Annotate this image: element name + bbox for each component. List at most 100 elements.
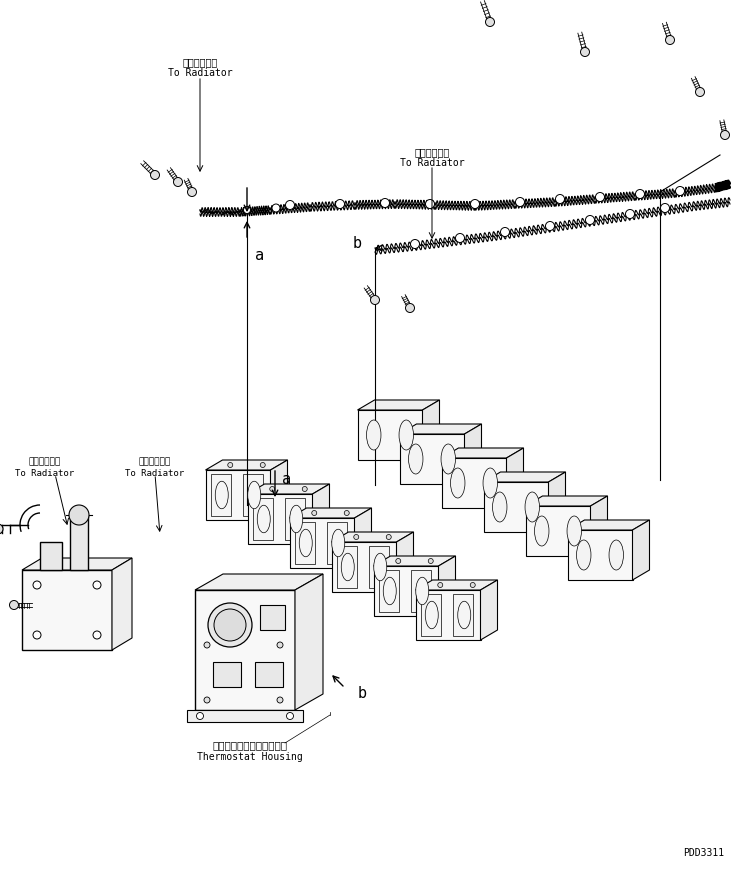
Polygon shape bbox=[290, 508, 371, 518]
Circle shape bbox=[372, 297, 378, 303]
Text: Thermostat Housing: Thermostat Housing bbox=[197, 752, 303, 762]
Polygon shape bbox=[484, 482, 548, 532]
Bar bbox=[337, 546, 356, 588]
Ellipse shape bbox=[416, 577, 429, 605]
Polygon shape bbox=[248, 494, 313, 544]
Bar bbox=[421, 594, 440, 636]
Bar bbox=[70, 515, 88, 570]
Bar bbox=[187, 710, 303, 722]
Ellipse shape bbox=[215, 482, 228, 509]
Circle shape bbox=[596, 192, 604, 202]
Circle shape bbox=[312, 510, 316, 516]
Polygon shape bbox=[400, 424, 482, 434]
Circle shape bbox=[438, 582, 442, 587]
Text: c: c bbox=[336, 540, 340, 546]
Circle shape bbox=[721, 130, 730, 140]
Text: b: b bbox=[352, 237, 362, 252]
Circle shape bbox=[396, 558, 400, 564]
Circle shape bbox=[626, 210, 634, 218]
Polygon shape bbox=[439, 556, 455, 616]
Circle shape bbox=[151, 170, 160, 179]
Polygon shape bbox=[195, 574, 323, 590]
Circle shape bbox=[228, 462, 232, 468]
Ellipse shape bbox=[399, 420, 413, 450]
Polygon shape bbox=[358, 410, 422, 460]
Circle shape bbox=[722, 132, 728, 138]
Polygon shape bbox=[464, 424, 482, 484]
Circle shape bbox=[370, 295, 380, 304]
Text: a: a bbox=[255, 247, 264, 262]
Polygon shape bbox=[442, 458, 506, 508]
Bar bbox=[255, 662, 283, 687]
Text: ラジェータへ: ラジェータへ bbox=[182, 57, 218, 67]
Circle shape bbox=[582, 49, 588, 55]
Bar bbox=[253, 498, 272, 540]
Circle shape bbox=[470, 582, 476, 587]
Polygon shape bbox=[397, 532, 413, 592]
Text: c: c bbox=[294, 516, 298, 522]
Polygon shape bbox=[374, 556, 455, 566]
Text: サーモスタットハウジング: サーモスタットハウジング bbox=[212, 740, 287, 750]
Polygon shape bbox=[271, 460, 287, 520]
Polygon shape bbox=[290, 518, 355, 568]
Ellipse shape bbox=[535, 516, 549, 546]
Circle shape bbox=[196, 712, 203, 719]
Text: c: c bbox=[252, 492, 257, 498]
Ellipse shape bbox=[374, 553, 387, 580]
Text: PDD3311: PDD3311 bbox=[683, 848, 724, 858]
Bar bbox=[412, 570, 431, 612]
Polygon shape bbox=[568, 520, 650, 530]
Ellipse shape bbox=[577, 540, 591, 570]
Circle shape bbox=[485, 17, 494, 26]
Bar bbox=[286, 498, 305, 540]
Circle shape bbox=[188, 188, 196, 197]
Polygon shape bbox=[355, 508, 371, 568]
Text: To Radiator: To Radiator bbox=[125, 468, 184, 477]
Bar bbox=[40, 542, 62, 570]
Circle shape bbox=[277, 697, 283, 703]
Circle shape bbox=[33, 631, 41, 639]
Ellipse shape bbox=[341, 553, 354, 580]
Circle shape bbox=[545, 221, 554, 231]
Circle shape bbox=[354, 535, 358, 539]
Bar bbox=[295, 522, 314, 564]
Ellipse shape bbox=[458, 601, 471, 628]
Circle shape bbox=[428, 558, 433, 564]
Text: c: c bbox=[614, 552, 618, 558]
Circle shape bbox=[455, 233, 464, 242]
Ellipse shape bbox=[493, 492, 507, 522]
Circle shape bbox=[272, 204, 280, 212]
Text: c: c bbox=[420, 588, 424, 594]
Polygon shape bbox=[22, 558, 132, 570]
Circle shape bbox=[335, 199, 344, 209]
Circle shape bbox=[152, 172, 158, 178]
Polygon shape bbox=[248, 484, 329, 494]
Ellipse shape bbox=[609, 540, 623, 570]
Circle shape bbox=[667, 37, 673, 43]
Text: c: c bbox=[488, 480, 492, 486]
Ellipse shape bbox=[409, 444, 423, 474]
Ellipse shape bbox=[367, 420, 381, 450]
Circle shape bbox=[11, 602, 17, 608]
Circle shape bbox=[93, 631, 101, 639]
Circle shape bbox=[270, 487, 274, 491]
Ellipse shape bbox=[451, 468, 465, 498]
Polygon shape bbox=[332, 532, 413, 542]
Circle shape bbox=[407, 305, 413, 311]
Text: c: c bbox=[572, 528, 576, 534]
Circle shape bbox=[425, 199, 434, 209]
Polygon shape bbox=[484, 472, 566, 482]
Bar bbox=[379, 570, 398, 612]
Circle shape bbox=[515, 198, 524, 206]
Polygon shape bbox=[422, 400, 439, 460]
Text: c: c bbox=[404, 432, 408, 438]
Text: To Radiator: To Radiator bbox=[400, 158, 464, 168]
Polygon shape bbox=[481, 580, 497, 640]
Circle shape bbox=[580, 47, 590, 57]
Circle shape bbox=[0, 524, 3, 534]
Bar bbox=[244, 474, 263, 516]
Ellipse shape bbox=[299, 530, 312, 557]
Bar bbox=[213, 662, 241, 687]
Ellipse shape bbox=[383, 577, 396, 605]
Polygon shape bbox=[313, 484, 329, 544]
